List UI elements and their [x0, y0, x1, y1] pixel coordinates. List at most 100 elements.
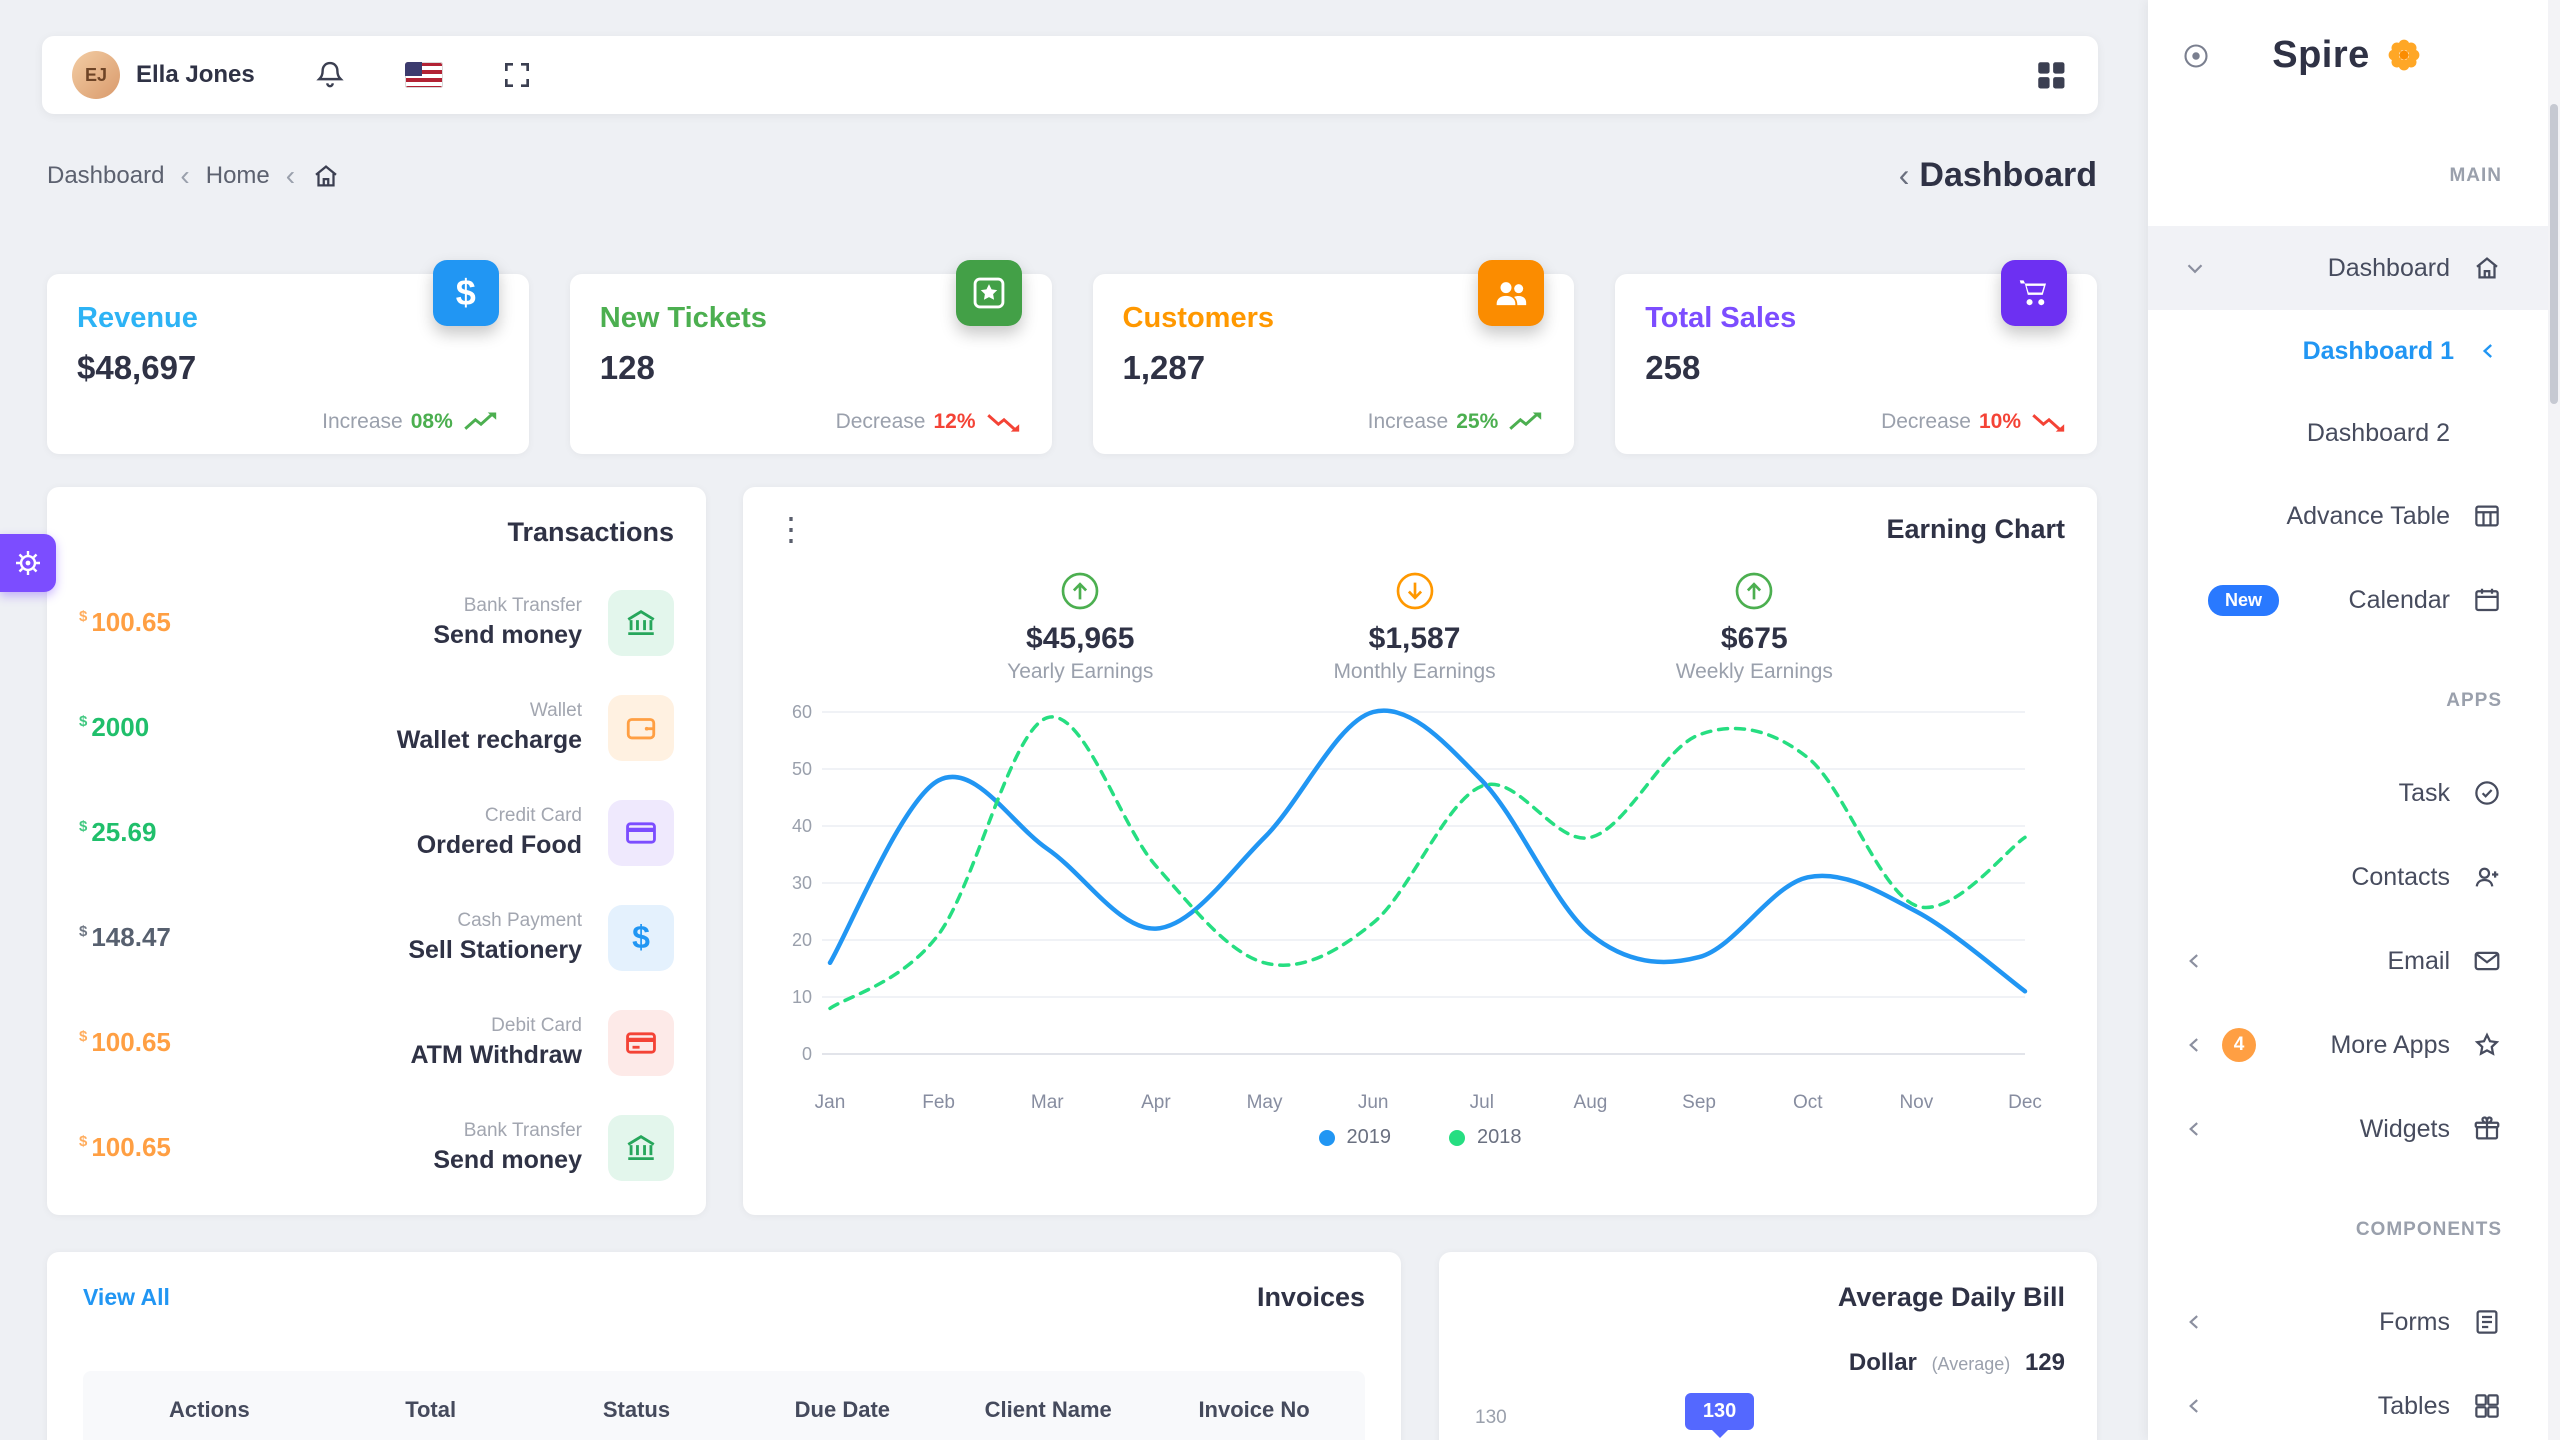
column-total: Total — [405, 1397, 457, 1422]
transaction-amount: $148.47 — [79, 922, 171, 952]
breadcrumb-dashboard[interactable]: Dashboard — [47, 161, 165, 189]
svg-text:Oct: Oct — [1793, 1092, 1823, 1113]
breadcrumb-home[interactable]: Home — [205, 161, 270, 189]
stat-card-value: 258 — [1645, 349, 1701, 386]
apps-grid-icon[interactable] — [2034, 58, 2068, 92]
transaction-category: Cash Payment — [457, 910, 582, 931]
trend-down-icon — [2031, 410, 2067, 434]
transaction-row[interactable]: $100.65 Debit Card ATM Withdraw — [79, 990, 674, 1095]
dollar-average-metric: Dollar (Average) 129 — [1848, 1349, 2065, 1376]
transaction-name: Send money — [433, 621, 582, 649]
transaction-name: Sell Stationery — [408, 936, 582, 964]
sidebar-item-forms[interactable]: Forms — [2148, 1280, 2548, 1364]
transaction-name: Wallet recharge — [396, 726, 582, 754]
svg-text:40: 40 — [792, 816, 812, 836]
stat-card-value: 1,287 — [1122, 349, 1206, 386]
chevron-left-icon: ‹ — [180, 159, 190, 191]
legend-2018[interactable]: 2018 — [1449, 1126, 1522, 1149]
user-name[interactable]: Ella Jones — [136, 61, 255, 88]
fullscreen-icon[interactable] — [501, 59, 533, 91]
stat-card-total-sales[interactable]: Total Sales 258 Decrease 10% — [1615, 260, 2097, 454]
sidebar-item-widgets[interactable]: Widgets — [2148, 1087, 2548, 1171]
legend-dot-icon — [1318, 1129, 1335, 1146]
svg-text:30: 30 — [792, 873, 812, 893]
svg-text:10: 10 — [792, 987, 812, 1007]
sidebar-item-calendar[interactable]: New Calendar — [2148, 558, 2548, 642]
sidebar-item-email[interactable]: Email — [2148, 919, 2548, 1003]
svg-text:0: 0 — [802, 1044, 812, 1064]
us-flag-icon — [404, 62, 443, 88]
trend-up-icon — [463, 410, 499, 434]
column-invoice-no: Invoice No — [1198, 1397, 1310, 1422]
invoices-table-header: Actions Total Status Due Date Client Nam… — [83, 1371, 1365, 1440]
stat-card-customers[interactable]: Customers 1,287 Increase 25% — [1092, 260, 1575, 454]
sidebar-item-advance-table[interactable]: Advance Table — [2148, 474, 2548, 558]
transaction-row[interactable]: $148.47 Cash Payment Sell Stationery $ — [79, 885, 674, 990]
transactions-title: Transactions — [507, 517, 674, 547]
sidebar-item-task[interactable]: Task — [2148, 751, 2548, 835]
earning-stats: $45,965 Yearly Earnings $1,587 Monthly E… — [775, 571, 2065, 684]
credit-card-icon — [608, 799, 674, 866]
breadcrumb: Dashboard ‹ Home ‹ ‹ Dashboard — [47, 156, 2097, 195]
person-add-icon — [2472, 862, 2502, 892]
transaction-amount: $100.65 — [79, 1132, 171, 1162]
svg-text:Mar: Mar — [1031, 1092, 1064, 1113]
column-due-date: Due Date — [794, 1397, 891, 1422]
trend-down-icon — [986, 410, 1022, 434]
sidebar-item-contacts[interactable]: Contacts — [2148, 835, 2548, 919]
weekly-earnings-stat: $675 Weekly Earnings — [1676, 571, 1833, 684]
kebab-menu-icon[interactable]: ⋮ — [775, 511, 807, 547]
page-scrollbar[interactable] — [2548, 0, 2560, 1440]
daily-bill-slider: 130 130 — [1471, 1393, 2065, 1440]
sidebar-item-dashboard-2[interactable]: Dashboard 2 — [2306, 418, 2450, 447]
sidebar-item-dashboard[interactable]: Dashboard — [2148, 226, 2548, 310]
transaction-row[interactable]: $2000 Wallet Wallet recharge — [79, 675, 674, 780]
stat-cards-row: $ Revenue $48,697 Increase 08% New Ticke… — [47, 260, 2097, 454]
stat-card-trend: Increase 08% — [322, 410, 499, 434]
cart-icon — [2001, 260, 2067, 326]
stat-card-revenue[interactable]: $ Revenue $48,697 Increase 08% — [47, 260, 529, 454]
home-icon[interactable] — [311, 161, 341, 191]
transaction-category: Debit Card — [491, 1015, 582, 1036]
bank-icon — [608, 589, 674, 656]
customers-icon — [1478, 260, 1545, 326]
stat-card-value: $48,697 — [77, 349, 197, 386]
chevron-left-icon — [2476, 338, 2502, 364]
trend-up-icon — [1508, 410, 1544, 434]
task-check-icon — [2472, 778, 2502, 808]
svg-text:Jun: Jun — [1358, 1092, 1389, 1113]
brand-flower-logo — [2384, 35, 2424, 75]
settings-gear-button[interactable] — [0, 534, 56, 592]
slider-min-label: 130 — [1475, 1407, 1507, 1428]
transaction-category: Credit Card — [484, 805, 582, 826]
sidebar-item-dashboard-1[interactable]: Dashboard 1 — [2148, 310, 2548, 392]
page-title: ‹ Dashboard — [1898, 156, 2097, 194]
view-all-link[interactable]: View All — [83, 1284, 170, 1310]
arrow-down-circle-icon — [1395, 571, 1435, 611]
svg-text:Apr: Apr — [1141, 1092, 1171, 1113]
sidebar-toggle-icon[interactable] — [2182, 42, 2210, 70]
transaction-row[interactable]: $100.65 Bank Transfer Send money — [79, 1095, 674, 1200]
chevron-left-icon: ‹ — [1898, 157, 1910, 193]
sidebar-item-more-apps[interactable]: 4 More Apps — [2148, 1003, 2548, 1087]
stat-card-new-tickets[interactable]: New Tickets 128 Decrease 12% — [569, 260, 1052, 454]
chevron-left-icon — [2182, 1393, 2208, 1419]
svg-text:60: 60 — [792, 702, 812, 722]
avatar[interactable]: EJ — [72, 51, 120, 99]
slider-value-bubble[interactable]: 130 — [1684, 1393, 1755, 1438]
transaction-row[interactable]: $100.65 Bank Transfer Send money — [79, 570, 674, 675]
chevron-left-icon: ‹ — [285, 159, 296, 191]
language-flag-us[interactable] — [404, 62, 443, 88]
stat-card-trend: Decrease 10% — [1881, 410, 2067, 434]
scrollbar-thumb[interactable] — [2550, 104, 2558, 404]
transaction-amount: $25.69 — [79, 817, 157, 847]
star-icon — [2472, 1030, 2502, 1060]
yearly-earnings-stat: $45,965 Yearly Earnings — [1007, 571, 1153, 684]
legend-2019[interactable]: 2019 — [1318, 1126, 1391, 1149]
sidebar-item-tables[interactable]: Tables — [2148, 1364, 2548, 1440]
brand-name[interactable]: Spire — [2272, 33, 2370, 76]
notifications-bell-icon[interactable] — [313, 58, 347, 92]
transaction-row[interactable]: $25.69 Credit Card Ordered Food — [79, 780, 674, 885]
chevron-left-icon — [2182, 1116, 2208, 1142]
stat-card-trend: Decrease 12% — [836, 410, 1022, 434]
